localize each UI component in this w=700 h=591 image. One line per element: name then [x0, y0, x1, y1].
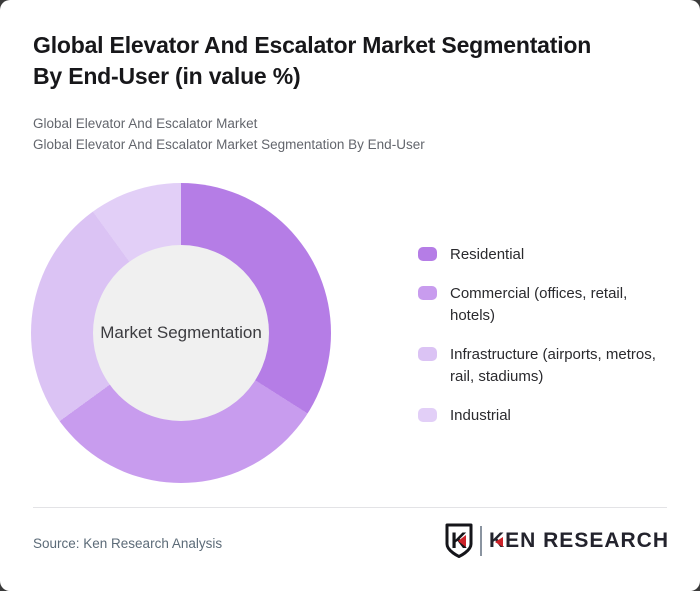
legend-swatch	[418, 247, 437, 261]
legend-label: Infrastructure (airports, metros, rail, …	[450, 346, 656, 385]
legend-swatch	[418, 408, 437, 422]
donut-center-label: Market Segmentation	[100, 323, 262, 342]
ken-research-shield-icon: K	[445, 523, 473, 558]
donut-center: Market Segmentation	[93, 245, 269, 421]
legend-label: Commercial (offices, retail, hotels)	[450, 285, 628, 324]
subtitle-market: Global Elevator And Escalator Market	[33, 116, 258, 131]
logo-k-accent-icon	[494, 537, 503, 547]
legend-label: Residential	[450, 246, 525, 263]
donut-chart: Market Segmentation	[31, 183, 331, 483]
breadcrumb-subtitles: Global Elevator And Escalator Market Glo…	[33, 113, 673, 155]
page-title-line1: Global Elevator And Escalator Market Seg…	[33, 32, 592, 58]
legend-swatch	[418, 347, 437, 361]
logo-wordmark-text: KEN RESEARCH	[488, 529, 669, 552]
page-title: Global Elevator And Escalator Market Seg…	[33, 30, 673, 92]
chart-legend: Residential Commercial (offices, retail,…	[418, 244, 668, 427]
footer-divider	[33, 507, 667, 508]
logo-divider-bar	[479, 526, 482, 556]
legend-item-infrastructure: Infrastructure (airports, metros, rail, …	[418, 344, 668, 388]
shield-k-accent	[457, 535, 466, 547]
legend-item-residential: Residential	[418, 244, 668, 266]
legend-label: Industrial	[450, 407, 511, 424]
subtitle-segmentation: Global Elevator And Escalator Market Seg…	[33, 137, 425, 152]
page-title-line2: By End-User (in value %)	[33, 63, 301, 89]
legend-swatch	[418, 286, 437, 300]
legend-item-industrial: Industrial	[418, 405, 668, 427]
legend-item-commercial: Commercial (offices, retail, hotels)	[418, 283, 668, 327]
ken-research-logo: K KEN RESEARCH	[444, 523, 669, 559]
source-attribution: Source: Ken Research Analysis	[33, 536, 223, 551]
logo-wordmark: KEN RESEARCH	[489, 529, 669, 553]
